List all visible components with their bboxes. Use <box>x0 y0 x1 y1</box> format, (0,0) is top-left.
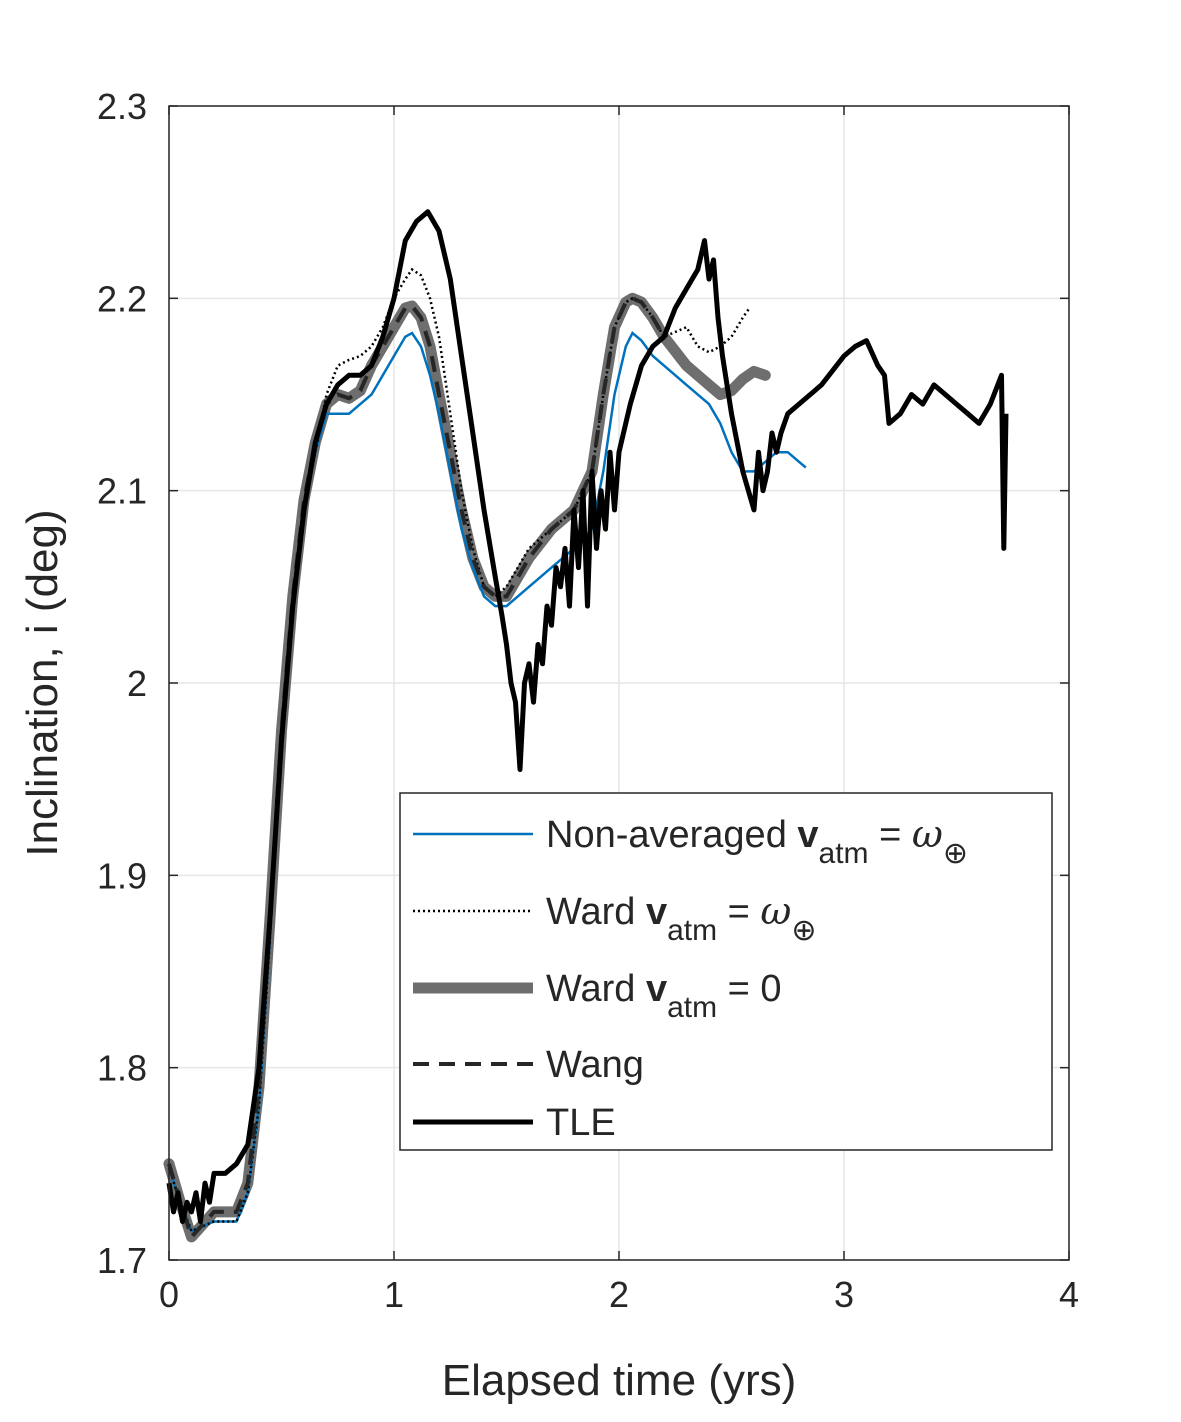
axes <box>168 105 1070 1261</box>
legend-label-wang: Wang <box>546 1044 644 1086</box>
axes-box <box>168 105 1070 1261</box>
y-tick-label: 1.8 <box>97 1048 147 1089</box>
y-tick-label: 2.1 <box>97 471 147 512</box>
legend-label-non-averaged: Non-averaged vatm = ω⊕ <box>546 812 968 870</box>
y-axis-label: Inclination, i (deg) <box>18 509 67 856</box>
legend-label-ward-omega: Ward vatm = ω⊕ <box>546 889 817 947</box>
y-tick-label: 1.7 <box>97 1240 147 1281</box>
x-tick-label: 4 <box>1059 1274 1079 1315</box>
legend-label-ward-zero: Ward vatm = 0 <box>546 968 782 1024</box>
legend: Non-averaged vatm = ω⊕ Ward vatm = ω⊕ Ward… <box>399 792 1053 1151</box>
x-tick-label: 1 <box>384 1274 404 1315</box>
series-lines <box>163 209 1009 1243</box>
x-tick-label: 2 <box>609 1274 629 1315</box>
tick-labels: 0 1 2 3 4 1.7 1.8 1.9 2 2.1 2.2 2.3 <box>97 86 1079 1315</box>
series-line-tle <box>166 209 1009 1224</box>
y-tick-label: 2.3 <box>97 86 147 127</box>
x-axis-label: Elapsed time (yrs) <box>442 1356 797 1405</box>
legend-label-tle: TLE <box>546 1102 616 1144</box>
y-tick-label: 2 <box>127 663 147 704</box>
legend-box <box>399 792 1053 1151</box>
y-tick-label: 2.2 <box>97 278 147 319</box>
y-tick-label: 1.9 <box>97 855 147 896</box>
x-tick-label: 3 <box>834 1274 854 1315</box>
x-tick-label: 0 <box>159 1274 179 1315</box>
